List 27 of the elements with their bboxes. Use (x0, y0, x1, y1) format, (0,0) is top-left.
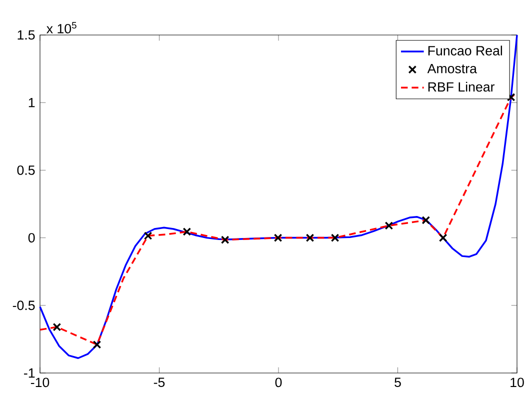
point (306, 234, 314, 242)
point (220, 236, 230, 244)
y-tick-label: 0.5 (17, 165, 35, 175)
point (52, 322, 62, 332)
x-tick-label: -10 (30, 378, 50, 388)
point (506, 93, 516, 102)
x-tick-label: 0 (275, 378, 282, 388)
point (384, 221, 394, 230)
x-tick-label: -5 (154, 378, 165, 388)
x-tick-label: 5 (394, 378, 401, 388)
point (92, 340, 102, 349)
y-tick-label: 1 (28, 98, 35, 108)
y-tick-label: -0.5 (12, 300, 35, 310)
text: x 10$^{5}$ (46, 22, 76, 34)
y-tick-label: -1 (24, 368, 35, 378)
y-tick-label: 1.5 (18, 30, 35, 40)
x-tick-label: 10 (510, 378, 524, 388)
point (422, 216, 430, 224)
legend-label: Amostra (427, 64, 477, 74)
legend-label: Funcao Real (428, 46, 502, 56)
point (330, 234, 340, 242)
y-tick-label: 0 (28, 233, 35, 243)
point (274, 234, 282, 242)
point (438, 234, 448, 242)
point (182, 228, 192, 236)
legend-label: RBF Linear (428, 82, 495, 92)
point (144, 232, 152, 240)
